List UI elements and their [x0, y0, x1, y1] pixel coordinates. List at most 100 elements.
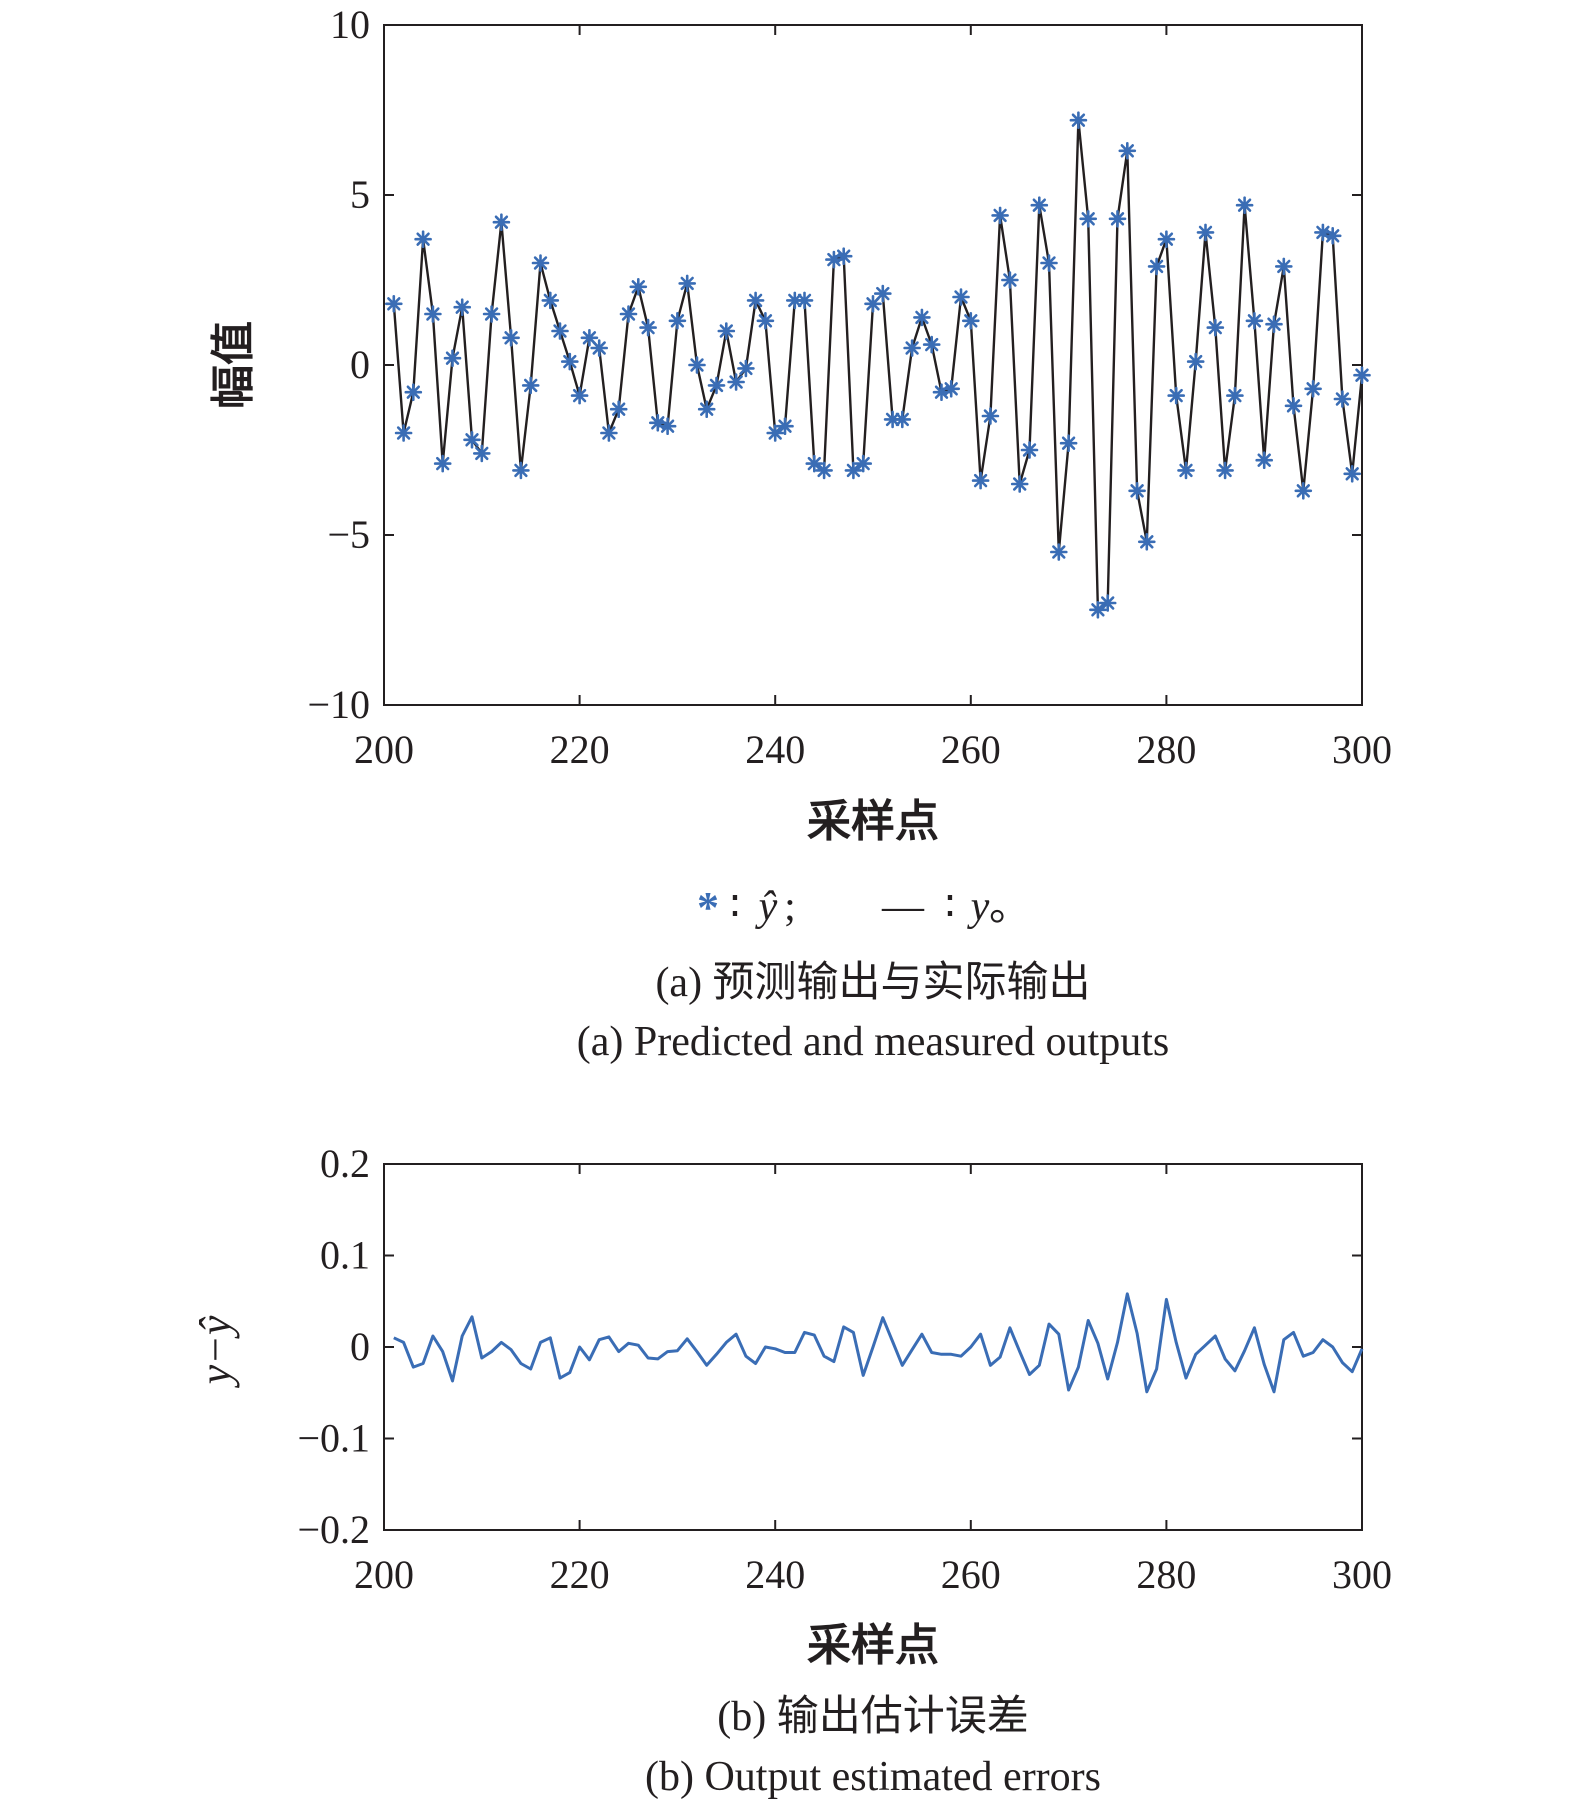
predicted-marker — [453, 298, 472, 317]
marker-stroke — [915, 310, 929, 325]
marker-stroke — [582, 331, 597, 345]
predicted-marker — [834, 247, 853, 266]
predicted-marker — [580, 328, 599, 347]
predicted-marker — [629, 277, 648, 296]
marker-stroke — [1218, 463, 1232, 478]
predicted-marker — [1098, 594, 1117, 612]
marker-stroke — [465, 433, 479, 447]
predicted-marker — [1059, 434, 1078, 453]
legend-predicted-colon: ∶ — [730, 884, 741, 930]
marker-stroke — [1149, 259, 1164, 274]
predicted-marker — [805, 454, 824, 473]
predicted-marker — [1108, 210, 1127, 228]
predicted-marker — [1177, 461, 1195, 480]
predicted-marker — [1255, 451, 1273, 470]
predicted-marker — [482, 305, 501, 323]
marker-stroke — [719, 324, 733, 338]
marker-stroke — [1052, 545, 1066, 559]
x-axis-label-b: 采样点 — [807, 1620, 939, 1671]
predicted-marker — [1343, 464, 1361, 483]
predicted-marker — [1304, 379, 1322, 398]
marker-stroke — [1081, 212, 1095, 226]
marker-stroke — [876, 286, 890, 301]
predicted-marker — [1206, 318, 1225, 337]
y-tick-label: −5 — [327, 512, 370, 557]
predicted-marker — [1118, 142, 1137, 160]
predicted-marker — [424, 305, 442, 323]
x-tick-label: 220 — [550, 727, 610, 772]
marker-stroke — [1306, 382, 1320, 396]
predicted-marker — [492, 213, 511, 231]
marker-stroke — [396, 426, 411, 440]
predicted-marker — [619, 305, 638, 323]
predicted-marker — [1010, 475, 1029, 493]
marker-stroke — [709, 378, 724, 393]
predicted-marker — [961, 311, 980, 330]
predicted-marker — [531, 254, 550, 272]
legend-measured-colon: ∶ — [945, 884, 956, 930]
predicted-marker — [717, 322, 736, 340]
predicted-marker — [1157, 230, 1176, 248]
y-tick-label: 5 — [350, 172, 370, 217]
y-axis-label-a: 幅值 — [208, 321, 259, 409]
predicted-marker — [560, 352, 579, 371]
predicted-marker — [697, 400, 716, 419]
marker-stroke — [533, 256, 548, 270]
y-tick-label: 10 — [330, 2, 370, 47]
predicted-marker — [815, 461, 833, 480]
caption-en-a: (a) Predicted and measured outputs — [577, 1019, 1169, 1065]
predicted-marker — [1284, 396, 1303, 415]
predicted-marker — [727, 373, 745, 391]
predicted-marker — [971, 471, 990, 490]
predicted-marker — [873, 284, 892, 303]
series-error — [393, 1292, 1364, 1394]
predicted-marker — [854, 454, 873, 473]
predicted-marker — [1089, 600, 1107, 619]
error-line — [393, 1292, 1364, 1394]
marker-stroke — [1091, 603, 1105, 617]
marker-stroke — [641, 320, 655, 335]
marker-stroke — [680, 276, 694, 291]
marker-stroke — [1325, 229, 1340, 243]
marker-stroke — [1237, 198, 1252, 212]
marker-stroke — [846, 463, 861, 478]
panel-predicted-vs-measured: −10 −5 0 5 10 200 220 240 260 280 300 幅值 采样点 * ∶ … — [208, 2, 1392, 1065]
marker-stroke — [406, 385, 420, 399]
marker-stroke — [670, 314, 685, 328]
marker-stroke — [631, 280, 645, 294]
predicted-marker — [609, 400, 628, 419]
predicted-marker — [991, 206, 1009, 225]
predicted-marker — [795, 291, 814, 310]
marker-stroke — [455, 300, 469, 314]
predicted-marker — [404, 383, 423, 402]
predicted-marker — [746, 291, 765, 310]
marker-stroke — [1120, 144, 1135, 158]
predicted-marker — [1128, 481, 1146, 500]
predicted-marker — [472, 444, 491, 463]
predicted-marker — [1069, 111, 1088, 129]
marker-stroke — [1140, 535, 1154, 549]
marker-stroke — [524, 378, 538, 393]
predicted-marker — [766, 424, 785, 442]
predicted-marker — [443, 349, 462, 368]
marker-stroke — [700, 402, 714, 416]
marker-stroke — [944, 382, 958, 396]
marker-stroke — [651, 416, 665, 430]
predicted-marker — [1040, 254, 1058, 272]
marker-stroke — [553, 324, 567, 338]
x-tick-label: 240 — [745, 727, 805, 772]
predicted-marker — [1186, 352, 1205, 371]
marker-stroke — [445, 351, 460, 365]
axis-ticks-a — [383, 24, 1363, 706]
predicted-marker — [384, 294, 403, 313]
marker-stroke — [1316, 225, 1330, 240]
caption-en-b: (b) Output estimated errors — [645, 1754, 1101, 1800]
x-tick-label: 220 — [550, 1552, 610, 1597]
marker-stroke — [612, 402, 626, 416]
x-tick-label: 300 — [1332, 1552, 1392, 1597]
series-predicted-yhat — [384, 111, 1371, 619]
marker-stroke — [856, 456, 870, 471]
marker-stroke — [484, 307, 499, 321]
y-tick-label: 0.2 — [320, 1141, 370, 1186]
marker-stroke — [572, 388, 587, 403]
